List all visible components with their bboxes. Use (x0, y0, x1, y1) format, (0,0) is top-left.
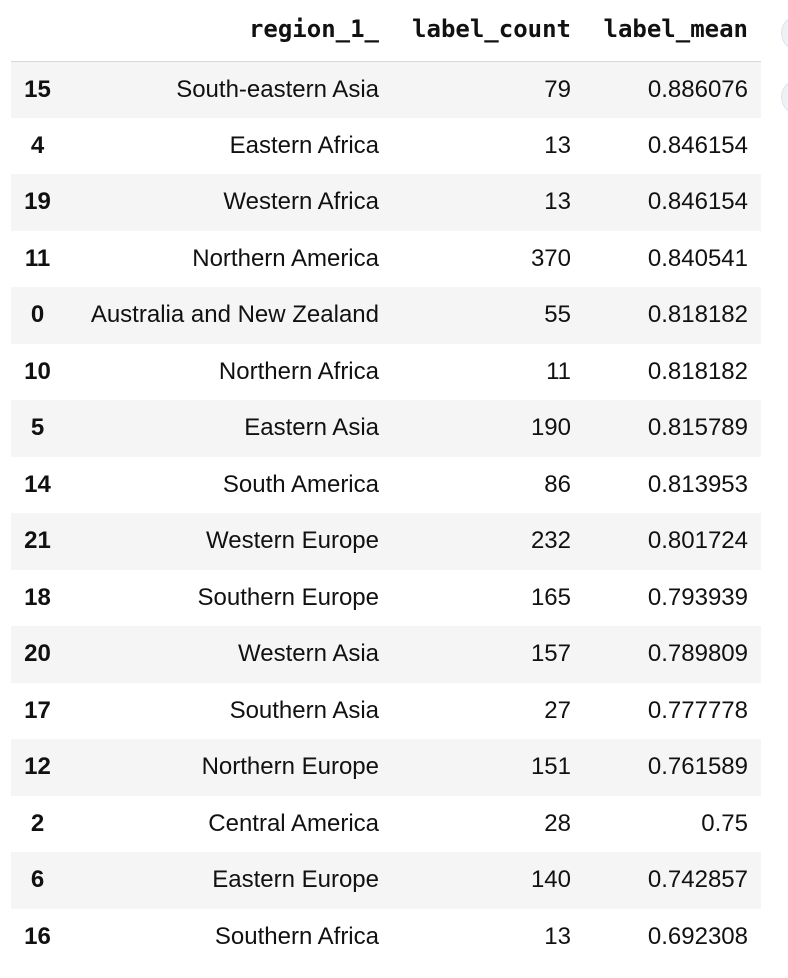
label-mean-cell: 0.789809 (647, 640, 748, 668)
row-index-cell: 21 (24, 527, 51, 555)
table-row: 15 South-eastern Asia 79 0.886076 (11, 61, 761, 118)
label-mean-cell: 0.846154 (647, 131, 748, 159)
table-body: 15 South-eastern Asia 79 0.886076 4 Eastern A… (11, 61, 761, 965)
table-header: region_1_ label_count label_mean (11, 0, 761, 62)
label-mean-cell: 0.801724 (647, 527, 748, 555)
label-mean-cell: 0.840541 (647, 244, 748, 272)
table-row: 10 Northern Africa 11 0.818182 (11, 344, 761, 401)
row-index-cell: 20 (24, 640, 51, 668)
table-row: 11 Northern America 370 0.840541 (11, 231, 761, 288)
label-count-cell: 28 (544, 809, 571, 837)
label-count-cell: 165 (530, 583, 571, 611)
region-cell: Western Europe (206, 527, 379, 555)
label-mean-cell: 0.777778 (647, 696, 748, 724)
region-cell: Central America (208, 809, 379, 837)
region-cell: South America (222, 470, 379, 498)
label-mean-cell: 0.793939 (647, 583, 748, 611)
label-mean-cell: 0.818182 (647, 357, 748, 385)
table-row: 2 Central America 28 0.75 (11, 796, 761, 853)
label-count-cell: 157 (530, 640, 571, 668)
table-row: 21 Western Europe 232 0.801724 (11, 513, 761, 570)
row-index-cell: 11 (24, 244, 51, 272)
region-cell: Southern Asia (229, 696, 379, 724)
label-count-cell: 370 (530, 244, 571, 272)
table-row: 0 Australia and New Zealand 55 0.818182 (11, 287, 761, 344)
label-count-cell: 190 (530, 414, 571, 442)
label-mean-cell: 0.742857 (647, 866, 748, 894)
table-row: 14 South America 86 0.813953 (11, 457, 761, 514)
region-cell: Eastern Europe (212, 866, 379, 894)
table-row: 6 Eastern Europe 140 0.742857 (11, 852, 761, 909)
row-index-cell: 5 (30, 414, 45, 442)
output-scroll-toggle[interactable] (781, 79, 788, 115)
row-index-cell: 6 (30, 866, 45, 894)
label-mean-cell: 0.813953 (647, 470, 748, 498)
label-mean-cell: 0.75 (701, 809, 748, 837)
label-count-column-header: label_count (392, 0, 584, 62)
table-row: 5 Eastern Asia 190 0.815789 (11, 400, 761, 457)
label-mean-cell: 0.886076 (647, 75, 748, 103)
row-index-cell: 12 (24, 753, 51, 781)
label-count-cell: 232 (530, 527, 571, 555)
label-count-cell: 13 (544, 131, 571, 159)
table-row: 16 Southern Africa 13 0.692308 (11, 909, 761, 966)
label-count-cell: 13 (544, 922, 571, 950)
collapse-output-toggle[interactable] (781, 15, 788, 51)
table-row: 20 Western Asia 157 0.789809 (11, 626, 761, 683)
region-cell: Eastern Asia (244, 414, 379, 442)
region-cell: South-eastern Asia (176, 75, 379, 103)
table-row: 17 Southern Asia 27 0.777778 (11, 683, 761, 740)
row-index-cell: 2 (30, 809, 45, 837)
label-count-cell: 151 (530, 753, 571, 781)
label-mean-cell: 0.846154 (647, 188, 748, 216)
label-mean-cell: 0.818182 (647, 301, 748, 329)
row-index-cell: 10 (24, 357, 51, 385)
region-cell: Northern Europe (201, 753, 379, 781)
label-count-cell: 140 (530, 866, 571, 894)
index-column-header (11, 0, 64, 62)
label-count-cell: 55 (544, 301, 571, 329)
region-cell: Southern Europe (197, 583, 379, 611)
region-cell: Western Africa (223, 188, 379, 216)
region-cell: Southern Africa (214, 922, 379, 950)
row-index-cell: 17 (24, 696, 51, 724)
label-mean-cell: 0.692308 (647, 922, 748, 950)
region-cell: Western Asia (238, 640, 379, 668)
table-row: 19 Western Africa 13 0.846154 (11, 174, 761, 231)
label-count-cell: 86 (544, 470, 571, 498)
label-count-cell: 11 (546, 357, 571, 385)
label-mean-cell: 0.815789 (647, 414, 748, 442)
label-count-cell: 79 (544, 75, 571, 103)
table-row: 4 Eastern Africa 13 0.846154 (11, 118, 761, 175)
table-row: 18 Southern Europe 165 0.793939 (11, 570, 761, 627)
region-cell: Eastern Africa (229, 131, 379, 159)
label-mean-column-header: label_mean (584, 0, 761, 62)
row-index-cell: 19 (24, 188, 51, 216)
header-row: region_1_ label_count label_mean (11, 0, 761, 62)
region-cell: Northern Africa (218, 357, 379, 385)
row-index-cell: 14 (24, 470, 51, 498)
label-mean-cell: 0.761589 (647, 753, 748, 781)
dataframe-table: region_1_ label_count label_mean 15 South… (11, 0, 761, 965)
region-cell: Northern America (192, 244, 379, 272)
region-cell: Australia and New Zealand (90, 301, 379, 329)
row-index-cell: 18 (24, 583, 51, 611)
row-index-cell: 15 (24, 75, 51, 103)
row-index-cell: 4 (30, 131, 45, 159)
region-column-header: region_1_ (64, 0, 392, 62)
label-count-cell: 27 (544, 696, 571, 724)
table-row: 12 Northern Europe 151 0.761589 (11, 739, 761, 796)
dataframe-output: region_1_ label_count label_mean 15 South… (11, 0, 761, 965)
label-count-cell: 13 (544, 188, 571, 216)
row-index-cell: 0 (30, 301, 45, 329)
row-index-cell: 16 (24, 922, 51, 950)
